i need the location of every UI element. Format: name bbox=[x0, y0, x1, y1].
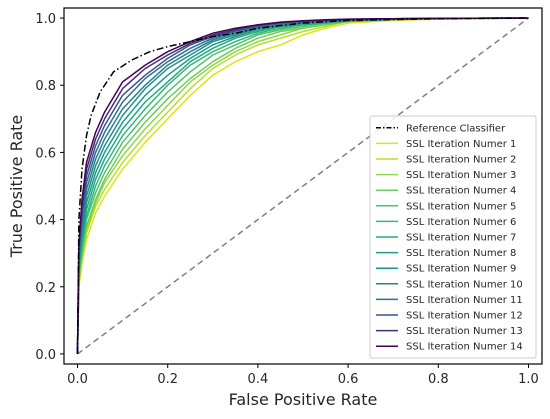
plot-area bbox=[76, 17, 529, 355]
series-line-ssl-iteration-numer-14 bbox=[76, 17, 529, 354]
legend-label: SSL Iteration Numer 5 bbox=[406, 201, 516, 212]
legend-label: SSL Iteration Numer 9 bbox=[406, 264, 516, 275]
legend-label: Reference Classifier bbox=[406, 123, 506, 134]
legend-label: SSL Iteration Numer 8 bbox=[406, 248, 516, 259]
legend-label: SSL Iteration Numer 7 bbox=[406, 233, 516, 244]
legend-label: SSL Iteration Numer 14 bbox=[406, 342, 523, 353]
x-tick-label: 0.8 bbox=[428, 372, 449, 387]
x-tick-label: 0.4 bbox=[248, 372, 269, 387]
x-axis-title: False Positive Rate bbox=[229, 390, 378, 409]
x-tick-label: 0.0 bbox=[67, 372, 88, 387]
legend-label: SSL Iteration Numer 13 bbox=[406, 326, 523, 337]
y-tick-label: 0.0 bbox=[35, 348, 56, 363]
series-line-reference-classifier bbox=[76, 17, 529, 354]
axes: 0.0 0.2 0.4 0.6 0.8 1.0 0.0 0.2 0.4 0.6 0.8 1.0 Fals… bbox=[7, 7, 543, 409]
legend-label: SSL Iteration Numer 6 bbox=[406, 217, 516, 228]
y-tick-label: 0.8 bbox=[35, 79, 56, 94]
chance-diagonal-line bbox=[77, 17, 529, 355]
legend-label: SSL Iteration Numer 2 bbox=[406, 155, 516, 166]
y-tick-label: 0.4 bbox=[35, 214, 56, 229]
legend-box bbox=[369, 115, 537, 359]
y-axis-title: True Positive Rate bbox=[7, 115, 26, 259]
y-tick-label: 1.0 bbox=[35, 12, 56, 27]
legend-label: SSL Iteration Numer 3 bbox=[406, 170, 516, 181]
legend-label: SSL Iteration Numer 4 bbox=[406, 186, 516, 197]
x-tick-label: 0.6 bbox=[338, 372, 359, 387]
y-tick-label: 0.2 bbox=[35, 281, 56, 296]
plot-frame bbox=[63, 7, 543, 365]
legend-label: SSL Iteration Numer 12 bbox=[406, 311, 523, 322]
y-tick-label: 0.6 bbox=[35, 146, 56, 161]
x-tick-label: 0.2 bbox=[157, 372, 178, 387]
legend-label: SSL Iteration Numer 1 bbox=[406, 139, 516, 150]
legend-label: SSL Iteration Numer 10 bbox=[406, 279, 523, 290]
legend: Reference Classifier SSL Iteration Numer … bbox=[369, 115, 537, 359]
legend-label: SSL Iteration Numer 11 bbox=[406, 295, 523, 306]
series-line-ssl-iteration-numer-1 bbox=[76, 17, 529, 354]
x-tick-label: 1.0 bbox=[518, 372, 539, 387]
